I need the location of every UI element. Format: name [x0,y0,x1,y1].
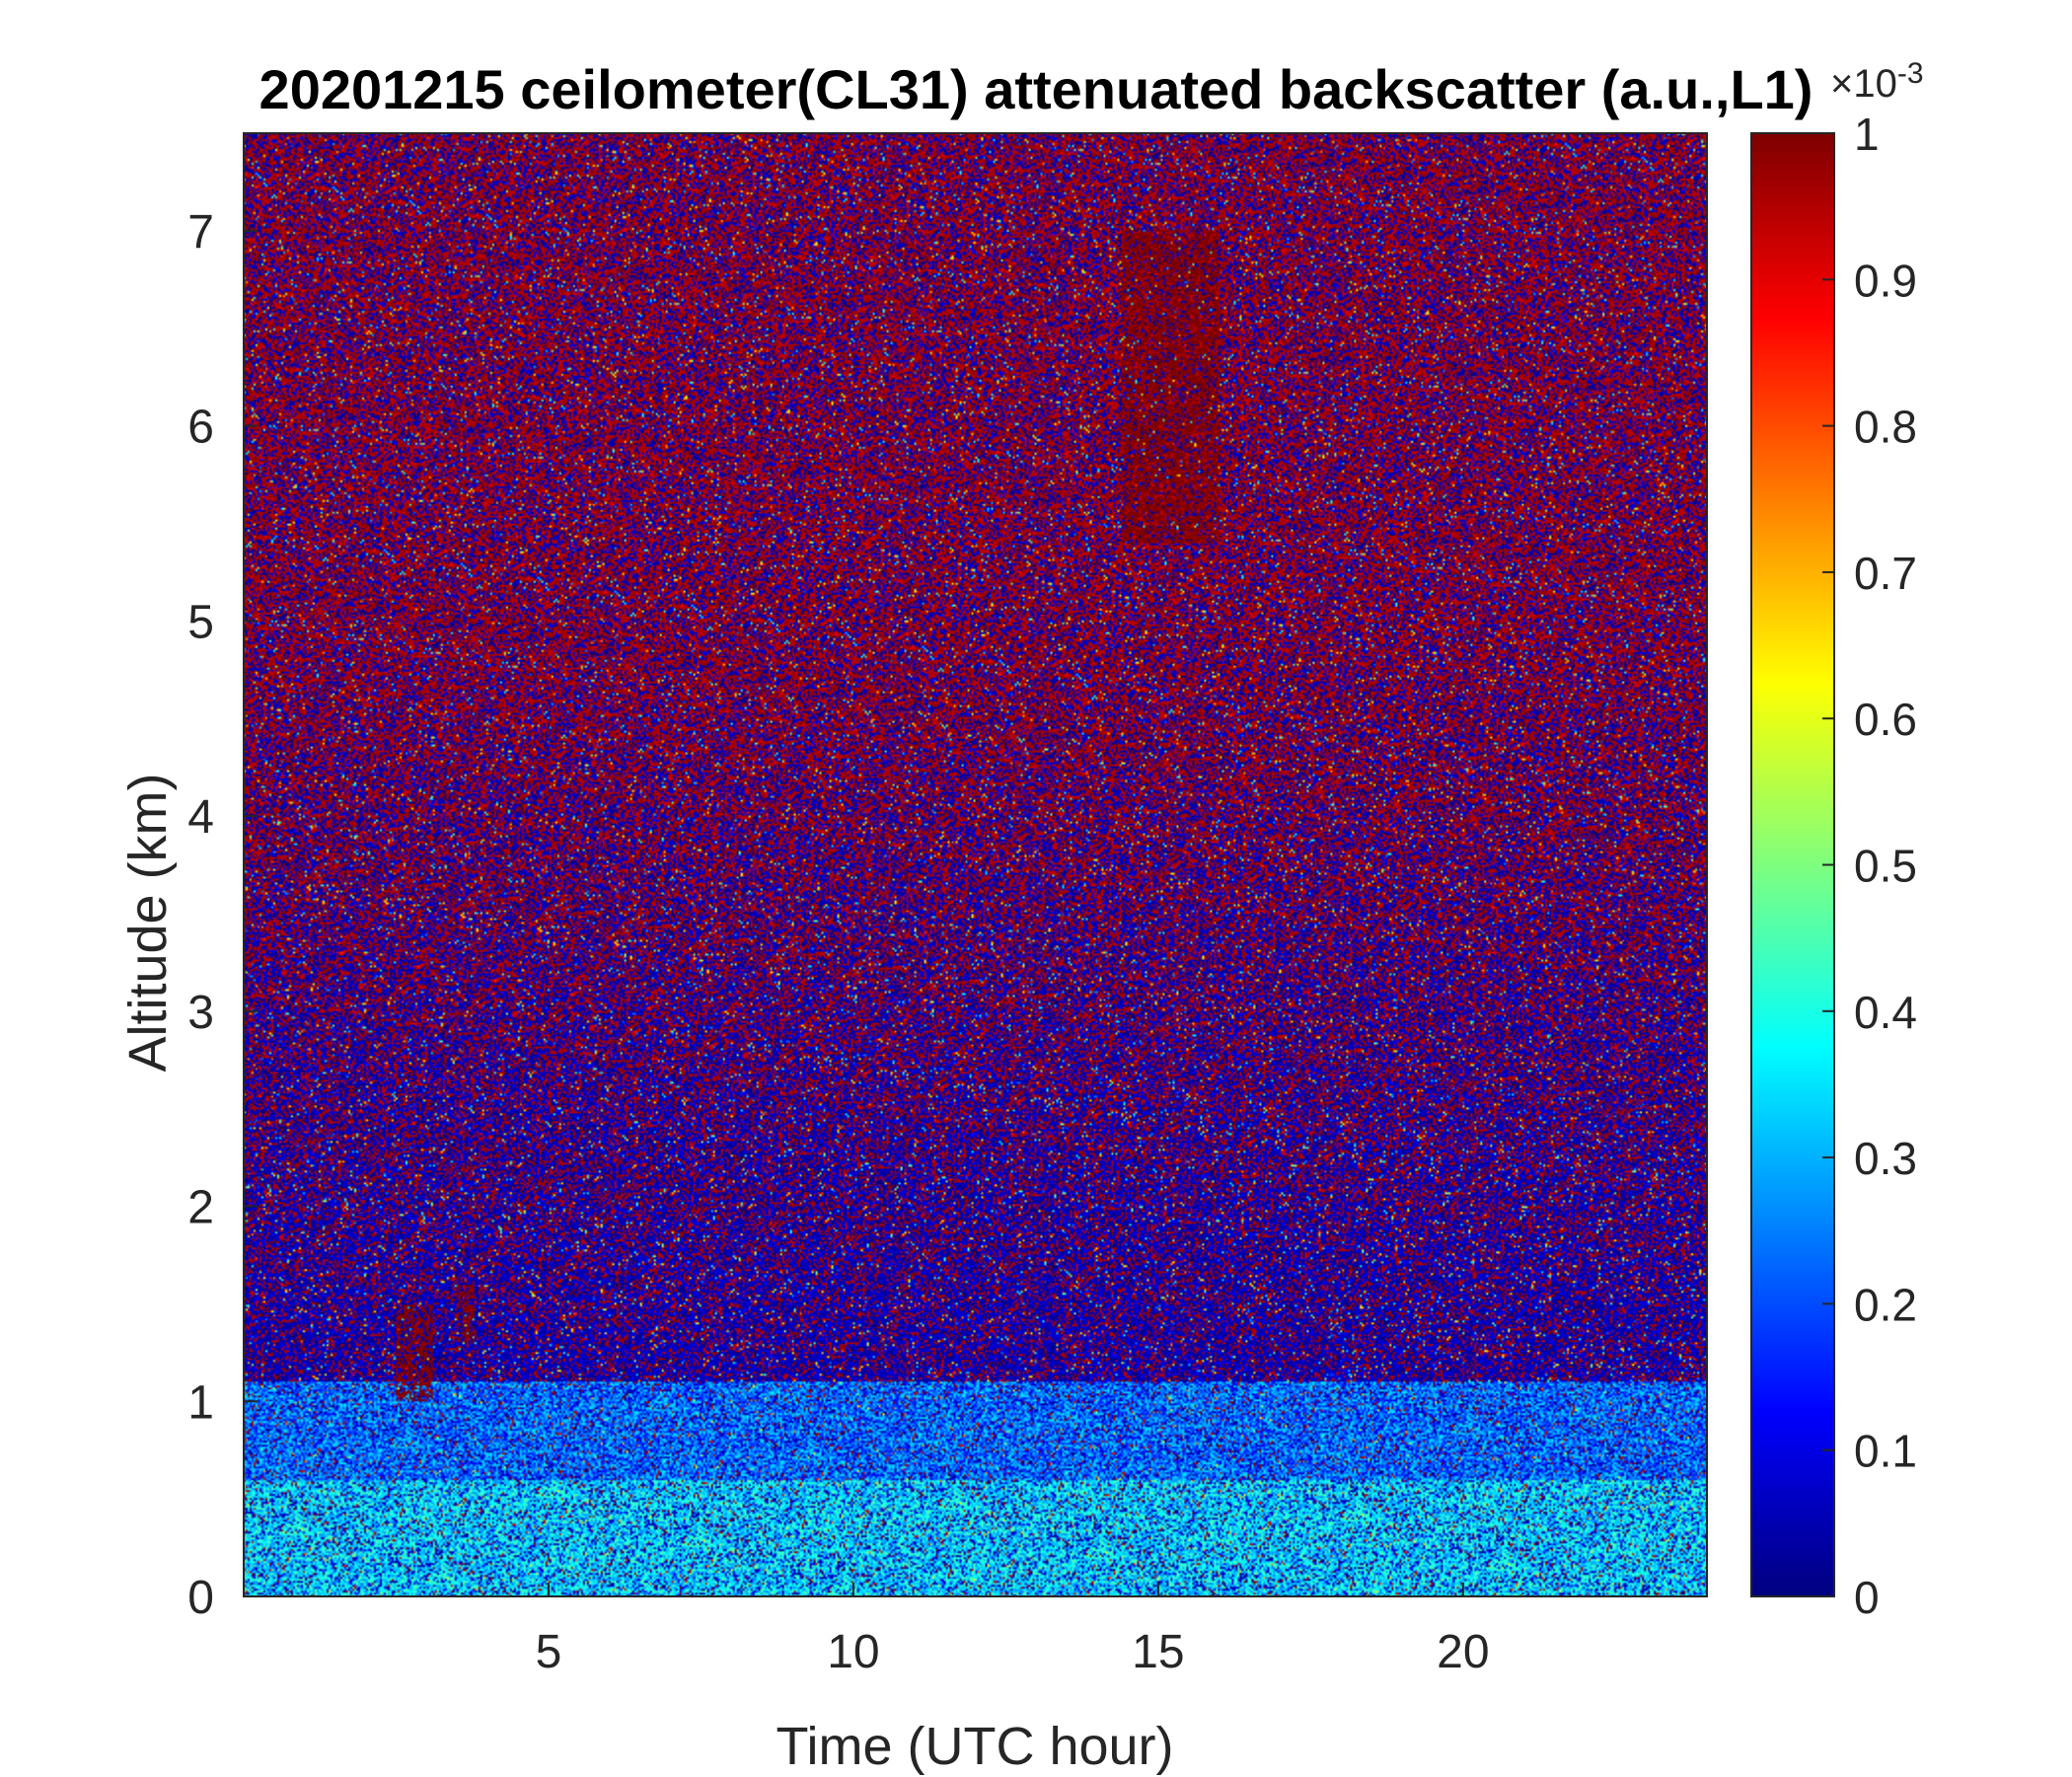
y-tick-label: 2 [187,1182,214,1234]
colorbar-tick-label: 0.8 [1854,402,1917,453]
x-axis-label: Time (UTC hour) [776,1717,1174,1776]
colorbar-tick-label: 0.1 [1854,1426,1917,1477]
colorbar-tick-label: 1 [1854,109,1880,160]
x-tick-label: 15 [1132,1626,1184,1678]
y-tick-label: 5 [187,596,214,648]
colorbar-tick-label: 0.3 [1854,1133,1917,1184]
y-tick-label: 7 [187,206,214,259]
plot-frame [243,132,1708,1597]
colorbar-tick-label: 0 [1854,1572,1880,1623]
y-tick-label: 1 [187,1376,214,1429]
y-tick-label: 6 [187,402,214,454]
x-tick-label: 20 [1437,1626,1489,1678]
colorbar [1751,133,1834,1596]
colorbar-tick-label: 0.4 [1854,987,1917,1038]
y-tick-label: 0 [187,1572,214,1624]
heatmap-plot-area [244,133,1707,1596]
colorbar-tick-label: 0.7 [1854,548,1917,599]
x-tick-label: 5 [536,1626,562,1678]
x-tick-label: 10 [827,1626,879,1678]
y-tick-label: 3 [187,987,214,1039]
colorbar-tick-label: 0.2 [1854,1279,1917,1330]
colorbar-tick-label: 0.9 [1854,255,1917,306]
chart-title: 20201215 ceilometer(CL31) attenuated bac… [259,58,1813,120]
y-tick-label: 4 [187,791,214,844]
colorbar-tick-label: 0.6 [1854,694,1917,745]
colorbar-exponent: ×10-3 [1830,57,1924,106]
colorbar-tick-label: 0.5 [1854,841,1917,892]
y-axis-label: Altitude (km) [118,773,178,1073]
